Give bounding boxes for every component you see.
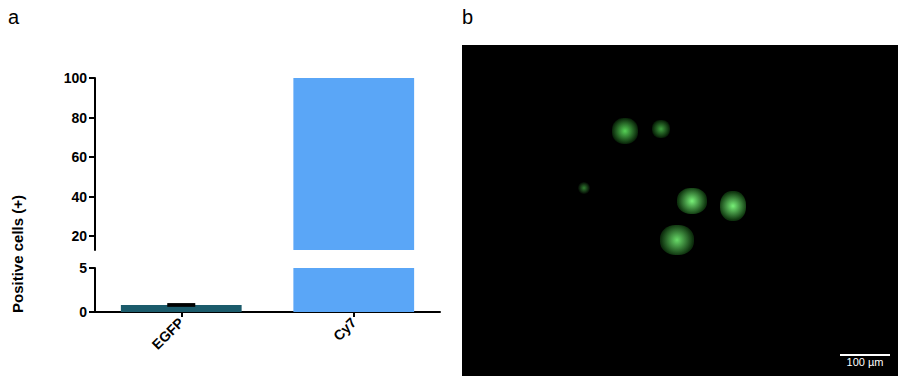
svg-text:5: 5 — [79, 260, 87, 276]
svg-text:0: 0 — [79, 304, 87, 320]
html-text:100 µm: 100 µm — [846, 356, 884, 368]
svg-text:EGFP: EGFP — [149, 314, 187, 352]
html-text:b: b — [462, 6, 474, 28]
svg-text:Cy7: Cy7 — [330, 314, 360, 344]
svg-text:100: 100 — [64, 70, 88, 86]
svg-text:80: 80 — [71, 110, 87, 126]
html-text:a: a — [8, 6, 20, 28]
svg-text:20: 20 — [71, 228, 87, 244]
svg-text:Positive cells (+): Positive cells (+) — [9, 195, 26, 313]
svg-text:60: 60 — [71, 149, 87, 165]
svg-text:40: 40 — [71, 189, 87, 205]
